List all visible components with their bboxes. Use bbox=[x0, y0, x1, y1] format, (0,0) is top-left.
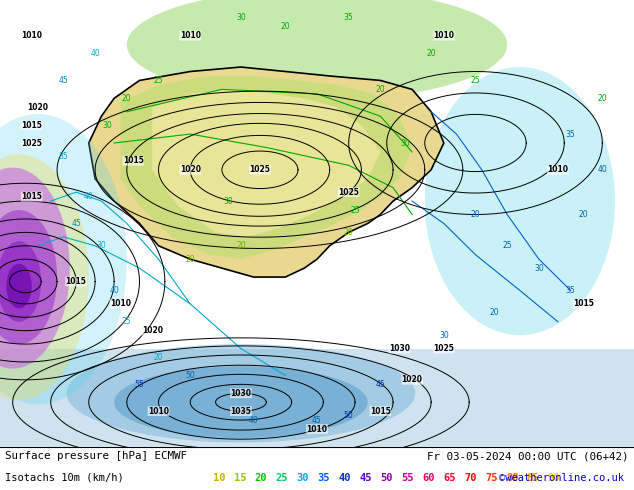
Text: 30: 30 bbox=[534, 264, 544, 272]
Text: 20: 20 bbox=[375, 85, 385, 94]
Text: 30: 30 bbox=[297, 473, 309, 483]
Text: 30: 30 bbox=[439, 331, 449, 340]
Text: 1010: 1010 bbox=[21, 31, 42, 40]
Text: 1010: 1010 bbox=[547, 165, 569, 174]
Text: 35: 35 bbox=[566, 286, 576, 295]
Text: 50: 50 bbox=[185, 371, 195, 380]
Text: 30: 30 bbox=[96, 241, 107, 250]
Text: 85: 85 bbox=[527, 473, 540, 483]
Text: 1010: 1010 bbox=[306, 424, 328, 434]
Text: 55: 55 bbox=[134, 380, 145, 389]
Text: ©weatheronline.co.uk: ©weatheronline.co.uk bbox=[500, 473, 624, 483]
Ellipse shape bbox=[0, 114, 127, 404]
Ellipse shape bbox=[0, 154, 89, 400]
Text: 1010: 1010 bbox=[179, 31, 201, 40]
Text: 1010: 1010 bbox=[148, 407, 169, 416]
Text: 20: 20 bbox=[185, 255, 195, 264]
Text: 1030: 1030 bbox=[389, 344, 410, 353]
Text: 1035: 1035 bbox=[231, 407, 251, 416]
Text: 1015: 1015 bbox=[370, 407, 391, 416]
Text: 10: 10 bbox=[213, 473, 226, 483]
Text: 20: 20 bbox=[255, 473, 268, 483]
Text: 25: 25 bbox=[122, 317, 132, 326]
Text: 25: 25 bbox=[470, 76, 481, 85]
Text: 1025: 1025 bbox=[22, 139, 42, 147]
Text: 1010: 1010 bbox=[110, 299, 131, 308]
Text: 40: 40 bbox=[249, 416, 259, 424]
Polygon shape bbox=[120, 76, 412, 259]
Bar bbox=[0, 348, 634, 447]
Polygon shape bbox=[152, 89, 380, 237]
Text: 80: 80 bbox=[506, 473, 519, 483]
Text: 40: 40 bbox=[109, 286, 119, 295]
Text: 1015: 1015 bbox=[123, 156, 143, 166]
Ellipse shape bbox=[67, 344, 415, 442]
Text: 20: 20 bbox=[122, 94, 132, 103]
Text: 1025: 1025 bbox=[434, 344, 454, 353]
Text: 20: 20 bbox=[426, 49, 436, 58]
Text: 1025: 1025 bbox=[250, 165, 270, 174]
Ellipse shape bbox=[0, 210, 57, 344]
Text: 75: 75 bbox=[485, 473, 498, 483]
Text: 1030: 1030 bbox=[230, 389, 252, 398]
Ellipse shape bbox=[127, 0, 507, 100]
Text: 25: 25 bbox=[276, 473, 288, 483]
Text: 50: 50 bbox=[344, 411, 354, 420]
Text: 30: 30 bbox=[223, 196, 233, 206]
Text: 60: 60 bbox=[422, 473, 435, 483]
Text: 20: 20 bbox=[578, 210, 588, 219]
Text: 30: 30 bbox=[103, 121, 113, 130]
Text: 20: 20 bbox=[344, 228, 354, 237]
Text: 35: 35 bbox=[344, 13, 354, 23]
Text: 1020: 1020 bbox=[401, 375, 423, 384]
Ellipse shape bbox=[0, 241, 41, 322]
Text: 25: 25 bbox=[502, 241, 512, 250]
Text: 15: 15 bbox=[234, 473, 247, 483]
Ellipse shape bbox=[425, 67, 615, 335]
Text: 1015: 1015 bbox=[22, 121, 42, 130]
Text: 20: 20 bbox=[153, 353, 164, 362]
Text: 55: 55 bbox=[401, 473, 414, 483]
Text: 35: 35 bbox=[566, 129, 576, 139]
Text: 1020: 1020 bbox=[27, 103, 49, 112]
Text: 35: 35 bbox=[318, 473, 330, 483]
Text: 70: 70 bbox=[464, 473, 477, 483]
Text: 90: 90 bbox=[548, 473, 560, 483]
Text: 1015: 1015 bbox=[573, 299, 593, 308]
Text: 45: 45 bbox=[359, 473, 372, 483]
Text: 45: 45 bbox=[58, 76, 68, 85]
Text: 1010: 1010 bbox=[433, 31, 455, 40]
Text: Surface pressure [hPa] ECMWF: Surface pressure [hPa] ECMWF bbox=[5, 451, 187, 462]
Text: 30: 30 bbox=[401, 139, 411, 147]
Text: Fr 03-05-2024 00:00 UTC (06+42): Fr 03-05-2024 00:00 UTC (06+42) bbox=[427, 451, 629, 462]
Text: 40: 40 bbox=[597, 165, 607, 174]
Polygon shape bbox=[89, 67, 444, 277]
Text: 25: 25 bbox=[350, 205, 360, 215]
Text: 1020: 1020 bbox=[179, 165, 201, 174]
Text: 45: 45 bbox=[71, 219, 81, 228]
Text: 20: 20 bbox=[280, 23, 290, 31]
Text: 20: 20 bbox=[597, 94, 607, 103]
Text: 20: 20 bbox=[236, 241, 246, 250]
Text: 45: 45 bbox=[375, 380, 385, 389]
Ellipse shape bbox=[114, 367, 368, 438]
Text: 40: 40 bbox=[84, 192, 94, 201]
Text: 1020: 1020 bbox=[141, 326, 163, 335]
Text: 40: 40 bbox=[339, 473, 351, 483]
Text: 35: 35 bbox=[58, 152, 68, 161]
Text: 45: 45 bbox=[312, 416, 322, 424]
Text: Isotachs 10m (km/h): Isotachs 10m (km/h) bbox=[5, 473, 124, 483]
Text: 50: 50 bbox=[380, 473, 393, 483]
Text: 25: 25 bbox=[153, 76, 164, 85]
Text: 1015: 1015 bbox=[66, 277, 86, 286]
Text: 20: 20 bbox=[470, 210, 481, 219]
Text: 30: 30 bbox=[236, 13, 246, 23]
Text: 1015: 1015 bbox=[22, 192, 42, 201]
Text: 65: 65 bbox=[443, 473, 456, 483]
Text: 20: 20 bbox=[489, 308, 500, 318]
Ellipse shape bbox=[6, 264, 32, 308]
Ellipse shape bbox=[0, 168, 70, 368]
Text: 40: 40 bbox=[90, 49, 100, 58]
Text: 1025: 1025 bbox=[339, 188, 359, 196]
